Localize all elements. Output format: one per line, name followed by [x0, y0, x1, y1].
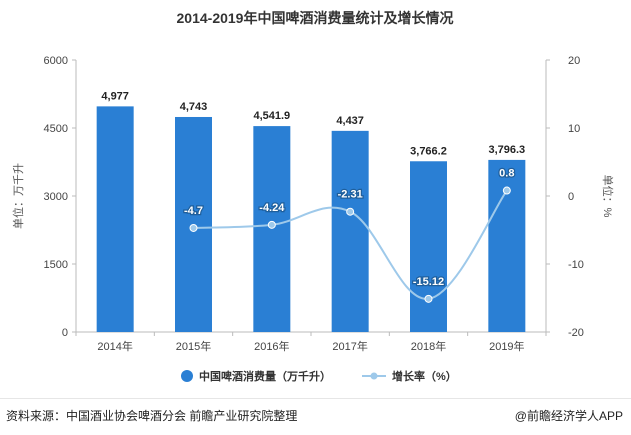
growth-rate-label: 0.8 [499, 168, 514, 180]
x-tick-label: 2015年 [176, 339, 211, 353]
bar-value-label: 3,766.2 [410, 145, 447, 157]
y2-tick-label: 0 [568, 191, 574, 203]
y-tick-label: 6000 [44, 55, 68, 67]
y-tick-label: 4500 [44, 123, 68, 135]
bar [331, 130, 369, 332]
legend-line-label: 增长率（%） [392, 369, 457, 383]
legend-line-marker [370, 372, 378, 380]
x-tick-label: 2017年 [332, 339, 367, 353]
y-axis-title: 单位：万千升 [11, 163, 25, 229]
y-tick-label: 3000 [44, 191, 68, 203]
footer: 资料来源：中国酒业协会啤酒分会 前瞻产业研究院整理 @前瞻经济学人APP [0, 407, 631, 427]
bar [488, 159, 526, 332]
y-tick-label: 0 [62, 327, 68, 339]
growth-rate-line [193, 189, 508, 300]
x-tick-label: 2019年 [489, 339, 524, 353]
bar [96, 106, 134, 332]
growth-rate-label: -2.31 [338, 189, 363, 201]
x-tick-label: 2016年 [254, 339, 289, 353]
bar [253, 126, 291, 333]
brand-credit: @前瞻经济学人APP [514, 409, 623, 423]
x-tick-label: 2014年 [97, 339, 132, 353]
growth-rate-label: -15.12 [413, 276, 444, 288]
growth-rate-point [424, 294, 433, 303]
chart-title: 2014-2019年中国啤酒消费量统计及增长情况 [177, 10, 454, 26]
bar [410, 161, 447, 332]
bar-value-label: 4,743 [180, 101, 208, 113]
bar-value-label: 4,977 [101, 90, 129, 102]
growth-rate-point [189, 223, 198, 232]
footer-divider [0, 398, 631, 399]
growth-rate-point [502, 186, 511, 195]
growth-rate-point [267, 220, 276, 229]
x-tick-label: 2018年 [411, 339, 446, 353]
y2-tick-label: 10 [568, 123, 580, 135]
y2-axis-title: 单位：% [601, 175, 615, 218]
bar-value-label: 4,541.9 [253, 110, 290, 122]
y-tick-label: 1500 [44, 259, 68, 271]
y2-tick-label: -10 [568, 259, 584, 271]
legend-bar-label: 中国啤酒消费量（万千升） [199, 369, 331, 383]
chart: 2014-2019年中国啤酒消费量统计及增长情况 0 1500 3000 4500 60… [11, 10, 615, 383]
source-note: 资料来源：中国酒业协会啤酒分会 前瞻产业研究院整理 [6, 409, 298, 423]
bar-value-label: 4,437 [336, 115, 364, 127]
growth-rate-label: -4.24 [259, 202, 285, 214]
bar-value-label: 3,796.3 [488, 144, 525, 156]
y2-tick-label: -20 [568, 327, 584, 339]
legend-bar-swatch [181, 370, 193, 382]
y2-tick-label: 20 [568, 55, 580, 67]
growth-rate-point [346, 207, 355, 216]
growth-rate-label: -4.7 [184, 205, 203, 217]
